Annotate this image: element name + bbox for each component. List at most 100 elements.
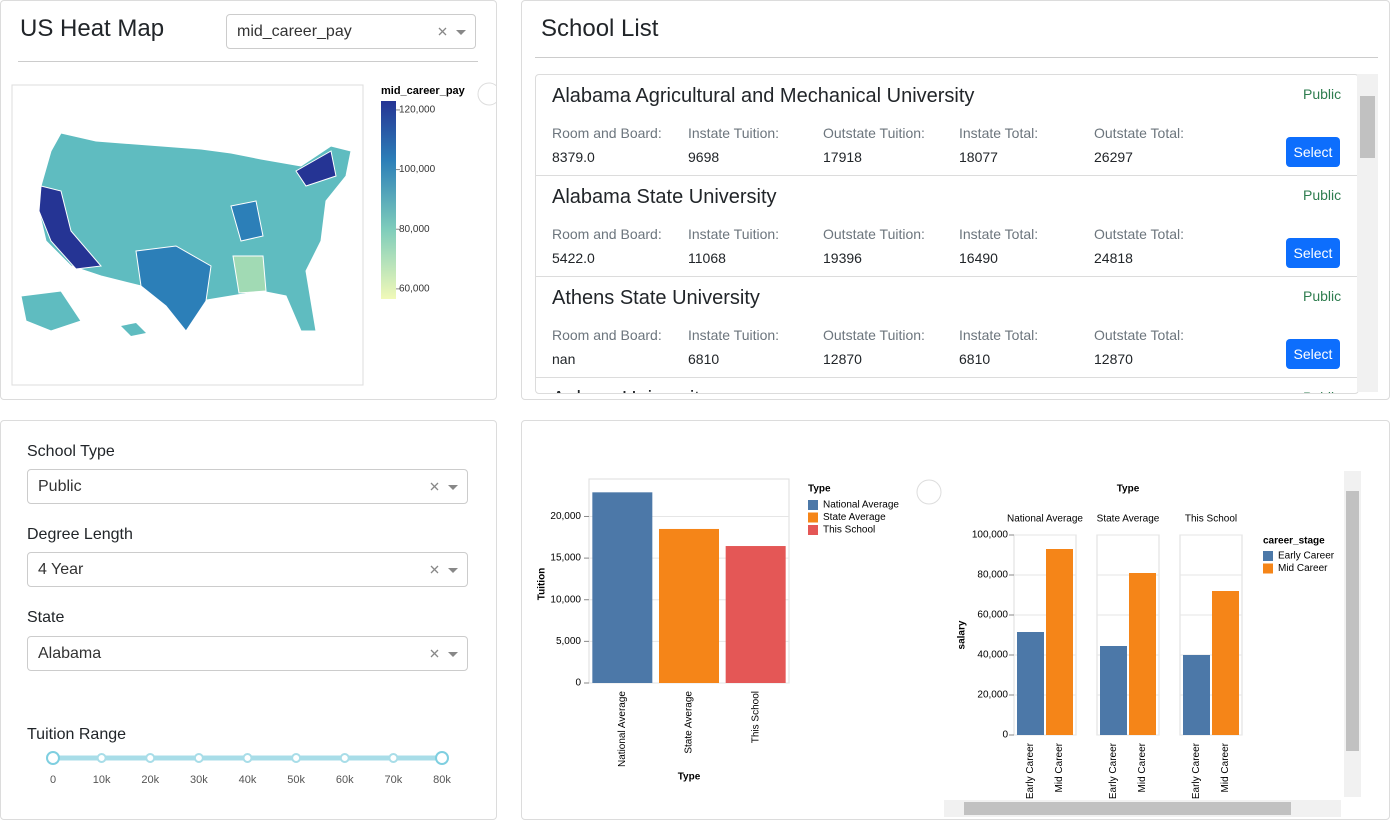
legend-tick-label: 60,000 [399,284,430,295]
field-value: nan [552,351,576,367]
scroll-thumb[interactable] [1346,491,1359,751]
legend-swatch [1263,563,1273,574]
field-label: Outstate Total: [1094,327,1185,343]
school-name: Athens State University [552,287,760,309]
select-button[interactable]: Select [1286,238,1340,268]
filter-label: Degree Length [27,526,133,543]
field-value: 17918 [823,149,862,165]
dropdown-value: 4 Year [38,560,84,578]
slider-tick [242,753,253,763]
legend-label: Mid Career [1278,563,1328,574]
bar [1183,655,1210,735]
select-button[interactable]: Select [1286,137,1340,167]
us-states [38,132,352,332]
school-name: Auburn University [552,388,710,393]
field-label: Room and Board: [552,226,662,242]
school-type: Public [1303,187,1342,203]
dropdown-icons [430,565,458,573]
field-label: Instate Total: [959,327,1039,343]
x-tick-label: Early Career [1025,742,1036,799]
alaska [20,290,82,332]
metric-dropdown[interactable]: mid_career_pay [226,14,476,49]
x-axis-title: Type [678,772,701,783]
school-item: Alabama State University Public Room and B… [536,176,1357,277]
field-value: 26297 [1094,149,1133,165]
scroll-thumb[interactable] [1360,96,1375,158]
legend-label: This School [823,525,875,536]
field-label: Instate Total: [959,226,1039,242]
select-button[interactable]: Select [1286,339,1340,369]
bar [1129,573,1156,735]
slider-handle[interactable] [46,751,60,765]
school-type-dropdown[interactable]: Public [27,469,468,504]
tuition-slider[interactable]: 0 10k 20k 30k 40k 50k 60k 70k 80k [1,421,496,819]
field-label: Outstate Tuition: [823,327,925,343]
x-tick-label: National Average [617,691,628,767]
state-shape [38,185,102,270]
slider-tick-label: 20k [141,774,159,786]
school-name: Alabama State University [552,186,777,208]
slider-tick [193,753,204,763]
facet-title: Type [1117,484,1140,495]
slider-handle[interactable] [435,751,449,765]
slider-tick-label: 40k [239,774,257,786]
school-list: Alabama Agricultural and Mechanical Univ… [535,74,1359,394]
slider-tick-label: 60k [336,774,354,786]
field-label: Outstate Total: [1094,226,1185,242]
y-tick-label: 20,000 [550,511,581,522]
x-tick-label: State Average [684,691,695,754]
panel-title: US Heat Map [20,15,165,42]
dropdown-value: Public [38,477,82,495]
filter-label: Tuition Range [27,726,127,743]
y-axis-title: Tuition [537,568,548,601]
field-label: Outstate Tuition: [823,125,925,141]
degree-length-dropdown[interactable]: 4 Year [27,552,468,587]
field-label: Instate Tuition: [688,125,780,141]
field-value: 12870 [823,351,862,367]
x-tick-label: Mid Career [1220,742,1231,792]
scrollbar[interactable] [1357,74,1378,392]
field-value: 12870 [1094,351,1133,367]
slider-tick-label: 10k [93,774,111,786]
school-item: Alabama Agricultural and Mechanical Univ… [536,75,1357,176]
filter-panel: School Type Public Degree Length 4 Year … [0,420,497,820]
field-value: 5422.0 [552,250,595,266]
school-name: Alabama Agricultural and Mechanical Univ… [552,85,975,107]
hawaii [121,323,146,336]
field-value: 24818 [1094,250,1133,266]
facet-header: National Average [1007,514,1083,525]
scroll-thumb[interactable] [964,802,1291,815]
filter-label: State [27,609,65,626]
actions-button[interactable] [477,82,496,106]
legend-tick-label: 120,000 [399,105,436,116]
field-label: Outstate Tuition: [823,226,925,242]
school-type: Public [1303,86,1342,102]
filter-label: School Type [27,443,115,460]
field-value: 9698 [688,149,720,165]
field-label: Instate Tuition: [688,226,780,242]
field-label: Room and Board: [552,327,662,343]
legend-title: mid_career_pay [381,85,466,97]
legend-swatch [1263,551,1273,561]
y-tick-label: 100,000 [972,530,1009,541]
field-label: Instate Tuition: [688,327,780,343]
heat-map: mid_career_pay 60,000 80,000 100,000 120,00… [11,82,496,386]
x-tick-label: Mid Career [1137,742,1148,792]
x-tick-label: Mid Career [1054,742,1065,792]
charts: 0 5,000 10,000 15,000 20,000 National Average… [537,471,1361,817]
state-shape [295,150,337,187]
y-tick-label: 20,000 [977,690,1008,701]
dropdown-icons [430,482,458,490]
actions-button[interactable] [916,479,942,505]
legend-tick-label: 100,000 [399,164,436,175]
y-tick-label: 80,000 [977,570,1008,581]
state-dropdown[interactable]: Alabama [27,636,468,671]
slider-tick-label: 0 [50,774,56,786]
y-tick-label: 10,000 [550,594,581,605]
legend-title: Type [808,484,831,495]
school-item: Athens State University Public Room and Bo… [536,277,1357,378]
legend-label: Early Career [1278,551,1335,562]
slider-tick-label: 70k [385,774,403,786]
legend-title: career_stage [1263,536,1325,547]
